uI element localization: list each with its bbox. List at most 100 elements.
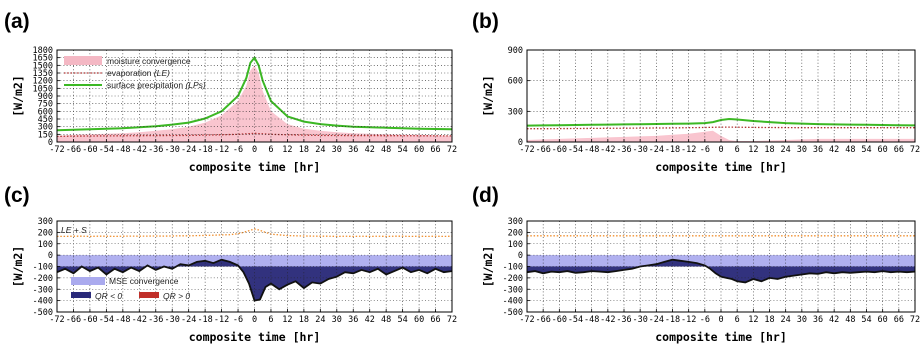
x-tick-label: 30 <box>797 145 807 155</box>
x-tick-label: -42 <box>132 315 147 325</box>
y-tick-label: 1050 <box>33 84 53 94</box>
y-tick-label: 1500 <box>33 61 53 71</box>
x-tick-label: -6 <box>233 145 243 155</box>
x-tick-label: 72 <box>447 145 457 155</box>
legend-label-italic: (LPs) <box>185 80 205 90</box>
y-tick-label: 100 <box>508 240 523 250</box>
surface-precipitation-line <box>57 55 452 132</box>
y-tick-label: -100 <box>503 263 523 273</box>
x-tick-label: 12 <box>748 145 758 155</box>
x-tick-label: 18 <box>299 315 309 325</box>
x-tick-label: -72 <box>49 315 64 325</box>
x-tick-label: -18 <box>197 145 212 155</box>
x-tick-label: -36 <box>616 315 631 325</box>
x-tick-label: -24 <box>181 315 196 325</box>
x-tick-label: 24 <box>781 145 791 155</box>
x-tick-label: 48 <box>845 315 855 325</box>
x-tick-label: 72 <box>447 315 457 325</box>
plot-area <box>57 228 452 302</box>
x-tick-label: 72 <box>910 315 920 325</box>
y-tick-label: 0 <box>518 251 523 261</box>
x-tick-label: 12 <box>282 145 292 155</box>
legend-label-main: surface precipitation <box>107 80 185 90</box>
x-tick-label: -54 <box>568 145 583 155</box>
le-plus-s-line <box>57 228 452 238</box>
x-tick-label: -42 <box>132 145 147 155</box>
x-tick-label: 48 <box>381 145 391 155</box>
x-tick-label: -6 <box>700 315 710 325</box>
y-tick-label: -200 <box>503 274 523 284</box>
y-tick-label: -500 <box>503 308 523 318</box>
x-tick-label: -30 <box>632 315 647 325</box>
x-tick-label: -42 <box>600 315 615 325</box>
y-tick-label: 750 <box>38 100 53 110</box>
x-tick-label: 66 <box>430 315 440 325</box>
x-tick-label: 0 <box>718 315 723 325</box>
x-tick-label: 60 <box>878 315 888 325</box>
x-tick-label: -54 <box>99 315 114 325</box>
x-tick-label: -60 <box>552 315 567 325</box>
x-tick-label: 12 <box>748 315 758 325</box>
x-tick-label: -66 <box>535 145 550 155</box>
x-tick-label: -30 <box>165 145 180 155</box>
y-tick-label: 1350 <box>33 69 53 79</box>
x-axis-label: composite time [hr] <box>189 330 321 344</box>
x-tick-label: 6 <box>735 315 740 325</box>
panel-letter-c: (c) <box>4 184 30 207</box>
x-tick-label: 0 <box>252 145 257 155</box>
legend-label: surface precipitation (LPs) <box>107 80 206 90</box>
panel-letter-b: (b) <box>472 10 499 33</box>
y-tick-label: 0 <box>48 138 53 148</box>
y-tick-label: -300 <box>33 285 53 295</box>
x-tick-label: 0 <box>718 145 723 155</box>
y-tick-label: 1800 <box>33 46 53 56</box>
x-tick-label: -6 <box>700 145 710 155</box>
le-plus-s-annotation: LE + S <box>61 225 87 235</box>
mse-convergence-band <box>527 255 915 267</box>
evaporation-line <box>57 132 452 138</box>
x-tick-label: 30 <box>332 315 342 325</box>
x-tick-label: -66 <box>535 315 550 325</box>
x-tick-label: 42 <box>365 315 375 325</box>
y-tick-label: -400 <box>33 297 53 307</box>
x-tick-label: 60 <box>414 315 424 325</box>
x-tick-label: -72 <box>519 145 534 155</box>
evaporation-line <box>527 126 915 130</box>
x-tick-label: -12 <box>214 315 229 325</box>
x-tick-label: 54 <box>861 145 871 155</box>
x-tick-label: 30 <box>797 315 807 325</box>
x-tick-label: 48 <box>381 315 391 325</box>
legend-label: moisture convergence <box>107 56 191 66</box>
y-tick-label: 1650 <box>33 54 53 64</box>
x-tick-label: -36 <box>148 145 163 155</box>
x-tick-label: -42 <box>600 145 615 155</box>
y-tick-label: 300 <box>38 123 53 133</box>
panels-group: -72 -66 -60 -54 -48 -42 -36 -30 -24 -18 -12 -6 0 6 12 1… <box>11 46 920 344</box>
y-tick-label: -200 <box>33 274 53 284</box>
x-tick-label: -60 <box>552 145 567 155</box>
x-tick-label: -54 <box>99 145 114 155</box>
x-tick-label: 18 <box>764 145 774 155</box>
y-tick-label: 100 <box>38 240 53 250</box>
x-tick-label: 36 <box>348 315 358 325</box>
x-tick-label: 36 <box>348 145 358 155</box>
total-line <box>57 258 452 302</box>
y-tick-label: 600 <box>508 77 523 87</box>
x-tick-label: 54 <box>398 145 408 155</box>
x-tick-label: -48 <box>584 315 599 325</box>
x-tick-label: -36 <box>616 145 631 155</box>
y-axis-label: [W/m2] <box>481 75 495 117</box>
x-tick-label: 42 <box>829 145 839 155</box>
x-tick-label: -12 <box>214 145 229 155</box>
panel-b: -72 -66 -60 -54 -48 -42 -36 -30 -24 -18 -12 -6 0 6 12 1… <box>481 46 920 174</box>
x-tick-label: 12 <box>282 315 292 325</box>
y-axis-label: [W/m2] <box>11 75 25 117</box>
qr-negative-area <box>527 259 915 283</box>
legend-label-italic: (LE) <box>154 68 170 78</box>
x-tick-label: -36 <box>148 315 163 325</box>
x-tick-label: -66 <box>66 145 81 155</box>
y-tick-label: 600 <box>38 107 53 117</box>
legend: moisture convergence evaporation (LE) surf… <box>64 56 206 90</box>
x-tick-label: -54 <box>568 315 583 325</box>
